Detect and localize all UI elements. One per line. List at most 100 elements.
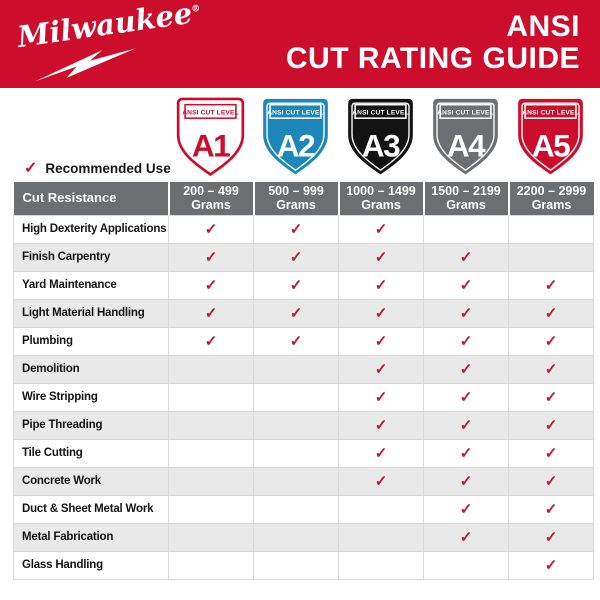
check-cell: ✓ bbox=[338, 466, 424, 496]
row-label: Finish Carpentry bbox=[13, 242, 169, 272]
check-cell: ✓ bbox=[338, 382, 424, 412]
empty-cell bbox=[508, 214, 594, 244]
badge-code: A4 bbox=[447, 128, 486, 164]
col-header-range: 1500 – 2199 bbox=[431, 183, 501, 198]
empty-cell bbox=[253, 494, 339, 524]
col-header-2: 500 – 999 Grams bbox=[252, 182, 339, 215]
shield-icon-a4: ANSI CUT LEVEL A4 bbox=[433, 98, 498, 175]
empty-cell bbox=[253, 382, 339, 412]
empty-cell bbox=[253, 466, 339, 496]
check-cell: ✓ bbox=[508, 466, 594, 496]
badge-code: A3 bbox=[362, 128, 400, 164]
badge-label: ANSI CUT LEVEL bbox=[522, 110, 579, 117]
cut-level-badges: ANSI CUT LEVEL A1 ANSI CUT LEVEL A2 ANSI CUT… bbox=[168, 95, 593, 176]
col-header-3: 1000 – 1499 Grams bbox=[337, 182, 424, 215]
registered-mark: ® bbox=[190, 3, 202, 15]
check-cell: ✓ bbox=[253, 242, 339, 272]
check-cell: ✓ bbox=[508, 550, 594, 580]
lightning-bolt-icon bbox=[35, 48, 136, 82]
col-header-unit: Grams bbox=[446, 198, 486, 213]
check-cell: ✓ bbox=[338, 326, 424, 356]
empty-cell bbox=[423, 550, 509, 580]
check-cell: ✓ bbox=[508, 438, 594, 468]
row-label: Plumbing bbox=[13, 326, 169, 356]
empty-cell bbox=[253, 550, 339, 580]
table-row: Tile Cutting ✓ ✓ ✓ bbox=[13, 438, 594, 468]
check-cell: ✓ bbox=[338, 354, 424, 384]
table-body: High Dexterity Applications ✓ ✓ ✓ Finish Car… bbox=[13, 214, 594, 580]
empty-cell bbox=[168, 354, 254, 384]
cut-level-badge-a2: ANSI CUT LEVEL A2 bbox=[253, 95, 338, 176]
check-cell: ✓ bbox=[508, 326, 594, 356]
row-label: Wire Stripping bbox=[13, 382, 169, 412]
check-cell: ✓ bbox=[338, 410, 424, 440]
empty-cell bbox=[338, 522, 424, 552]
table-row: Glass Handling ✓ bbox=[13, 550, 594, 580]
check-cell: ✓ bbox=[423, 522, 509, 552]
check-cell: ✓ bbox=[168, 214, 254, 244]
page-title: ANSI CUT RATING GUIDE bbox=[285, 10, 580, 76]
check-cell: ✓ bbox=[508, 298, 594, 328]
check-cell: ✓ bbox=[508, 410, 594, 440]
col-header-range: 200 – 499 bbox=[183, 183, 239, 198]
badge-code: A1 bbox=[192, 128, 230, 164]
badge-code: A2 bbox=[277, 128, 315, 164]
table-row: Demolition ✓ ✓ ✓ bbox=[13, 354, 594, 384]
row-label: Demolition bbox=[13, 354, 169, 384]
badge-label: ANSI CUT LEVEL bbox=[352, 110, 409, 117]
check-cell: ✓ bbox=[338, 438, 424, 468]
row-label: Metal Fabrication bbox=[13, 522, 169, 552]
check-cell: ✓ bbox=[338, 214, 424, 244]
empty-cell bbox=[338, 494, 424, 524]
check-cell: ✓ bbox=[423, 494, 509, 524]
col-header-range: 1000 – 1499 bbox=[346, 183, 416, 198]
shield-icon-a3: ANSI CUT LEVEL A3 bbox=[348, 98, 413, 175]
table-row: Plumbing ✓ ✓ ✓ ✓ ✓ bbox=[13, 326, 594, 356]
title-line-2: CUT RATING GUIDE bbox=[285, 42, 580, 76]
badge-label: ANSI CUT LEVEL bbox=[182, 110, 239, 117]
title-line-1: ANSI bbox=[506, 10, 580, 43]
table-row: Metal Fabrication ✓ ✓ bbox=[13, 522, 594, 552]
row-label: Light Material Handling bbox=[13, 298, 169, 328]
check-cell: ✓ bbox=[423, 438, 509, 468]
check-cell: ✓ bbox=[508, 382, 594, 412]
check-cell: ✓ bbox=[338, 298, 424, 328]
badge-label: ANSI CUT LEVEL bbox=[267, 110, 324, 117]
cut-level-badge-a1: ANSI CUT LEVEL A1 bbox=[168, 95, 253, 176]
col-header-unit: Grams bbox=[276, 198, 316, 213]
check-cell: ✓ bbox=[253, 326, 339, 356]
table-row: Concrete Work ✓ ✓ ✓ bbox=[13, 466, 594, 496]
check-cell: ✓ bbox=[423, 354, 509, 384]
cut-rating-table-wrap: Cut Resistance 200 – 499 Grams 500 – 999 Gr… bbox=[13, 182, 594, 580]
check-cell: ✓ bbox=[423, 410, 509, 440]
badge-band: ANSI CUT LEVEL A1 ANSI CUT LEVEL A2 ANSI CUT… bbox=[0, 88, 600, 182]
check-cell: ✓ bbox=[423, 298, 509, 328]
check-cell: ✓ bbox=[338, 270, 424, 300]
row-label: Pipe Threading bbox=[13, 410, 169, 440]
empty-cell bbox=[338, 550, 424, 580]
check-cell: ✓ bbox=[253, 298, 339, 328]
empty-cell bbox=[168, 410, 254, 440]
empty-cell bbox=[253, 522, 339, 552]
milwaukee-logo: Milwaukee® bbox=[14, 0, 201, 84]
cut-level-badge-a4: ANSI CUT LEVEL A4 bbox=[423, 95, 508, 176]
col-header-unit: Grams bbox=[531, 198, 572, 213]
table-row: Finish Carpentry ✓ ✓ ✓ ✓ bbox=[13, 242, 594, 272]
col-header-unit: Grams bbox=[191, 198, 231, 213]
check-cell: ✓ bbox=[508, 522, 594, 552]
legend-checkmark-icon: ✓ bbox=[24, 160, 38, 177]
row-label: Tile Cutting bbox=[13, 438, 169, 468]
col-header-range: 2200 – 2999 bbox=[516, 183, 587, 198]
col-header-5: 2200 – 2999 Grams bbox=[507, 182, 594, 215]
legend-label: Recommended Use bbox=[45, 161, 171, 176]
logo-wordmark: Milwaukee bbox=[15, 0, 195, 55]
col-header-4: 1500 – 2199 Grams bbox=[422, 182, 509, 215]
recommended-legend: ✓ Recommended Use bbox=[24, 158, 171, 178]
empty-cell bbox=[168, 494, 254, 524]
row-label: Yard Maintenance bbox=[13, 270, 169, 300]
table-row: Pipe Threading ✓ ✓ ✓ bbox=[13, 410, 594, 440]
cut-rating-table: Cut Resistance 200 – 499 Grams 500 – 999 Gr… bbox=[13, 182, 594, 580]
col-header-unit: Grams bbox=[361, 198, 401, 213]
empty-cell bbox=[253, 438, 339, 468]
